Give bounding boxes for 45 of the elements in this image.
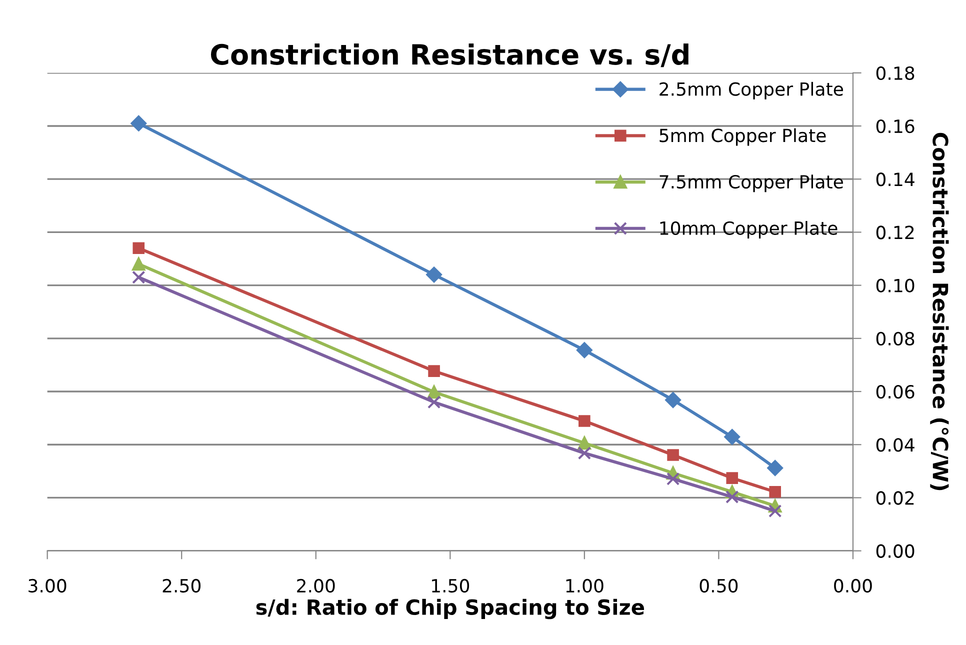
x-tick-label: 0.50 <box>700 578 738 593</box>
y-tick-label: 0.00 <box>876 544 914 558</box>
point <box>132 257 146 271</box>
y-tick-label: 0.04 <box>876 438 914 452</box>
point <box>767 460 784 476</box>
x-tick-label: 2.00 <box>297 578 335 593</box>
point <box>724 429 740 445</box>
x-tick-label: 1.50 <box>432 578 470 593</box>
y-tick-label: 0.02 <box>876 491 914 505</box>
y-tick-label: 0.14 <box>876 172 914 186</box>
point <box>578 436 592 450</box>
point <box>665 392 681 408</box>
point <box>427 396 441 409</box>
y-tick-label: 0.06 <box>876 384 914 399</box>
legend-label: 7.5mm Copper Plate <box>660 174 843 192</box>
point <box>132 242 145 254</box>
x-axis-title: s/d: Ratio of Chip Spacing to Size <box>256 598 644 620</box>
y-axis-title: Constriction Resistance (°C/W) <box>930 132 949 490</box>
y-tick-label: 0.12 <box>876 226 914 240</box>
point <box>667 449 679 461</box>
point <box>428 365 440 377</box>
x-tick-label: 3.00 <box>28 578 66 593</box>
point <box>426 266 442 283</box>
point <box>768 504 782 518</box>
point <box>578 446 592 460</box>
y-tick-label: 0.10 <box>876 278 914 292</box>
point <box>726 472 738 484</box>
point <box>576 342 592 358</box>
chart-title: Constriction Resistance vs. s/d <box>211 43 688 68</box>
point <box>666 472 680 486</box>
point <box>130 115 147 132</box>
point <box>578 415 590 427</box>
legend-label: 2.5mm Copper Plate <box>660 82 843 100</box>
y-tick-label: 0.18 <box>876 66 914 80</box>
x-tick-label: 0.00 <box>834 578 872 593</box>
point <box>726 490 739 504</box>
legend-label: 5mm Copper Plate <box>660 128 826 146</box>
y-tick-label: 0.08 <box>876 332 914 346</box>
x-tick-label: 1.00 <box>566 578 604 593</box>
point <box>769 486 782 498</box>
point <box>427 385 441 399</box>
y-tick-label: 0.16 <box>876 119 914 134</box>
point <box>132 270 146 284</box>
x-tick-label: 2.50 <box>162 578 201 593</box>
legend-label: 10mm Copper Plate <box>660 221 838 238</box>
